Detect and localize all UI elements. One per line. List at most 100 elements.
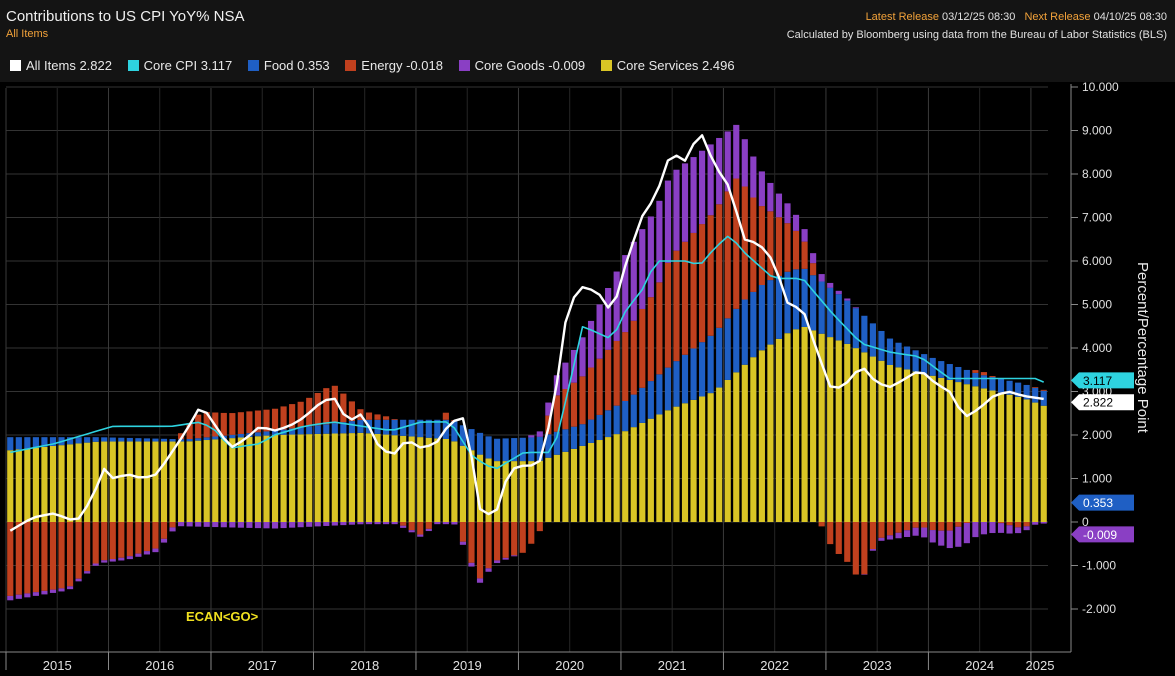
- bar-segment: [502, 522, 509, 558]
- series-line: [10, 235, 1045, 470]
- bar-segment: [331, 522, 338, 526]
- stacked-bars: [7, 124, 1047, 601]
- bar-segment: [178, 522, 185, 527]
- bar-segment: [323, 388, 330, 425]
- bar-segment: [271, 430, 279, 435]
- bar-segment: [656, 414, 663, 522]
- bar-segment: [741, 364, 748, 522]
- bar-segment: [972, 370, 979, 373]
- bar-segment: [827, 337, 834, 522]
- y-tick-label: 1.000: [1082, 472, 1112, 486]
- legend-item-core-goods[interactable]: Core Goods -0.009: [458, 58, 585, 73]
- bar-segment: [835, 340, 842, 522]
- legend-item-core-services[interactable]: Core Services 2.496: [600, 58, 735, 73]
- bar-segment: [118, 557, 125, 561]
- legend-item-food[interactable]: Food 0.353: [247, 58, 330, 73]
- bar-segment: [792, 269, 800, 330]
- bar-segment: [767, 344, 774, 522]
- series-lines: [9, 134, 1045, 532]
- y-tick-label: 10.000: [1082, 80, 1119, 94]
- bar-segment: [49, 446, 57, 522]
- bar-segment: [331, 385, 338, 424]
- bar-segment: [690, 157, 697, 233]
- bar-segment: [545, 402, 552, 416]
- bar-segment: [511, 438, 518, 462]
- bar-segment: [938, 522, 945, 531]
- bar-segment: [152, 441, 159, 522]
- bar-segment: [32, 437, 39, 448]
- bar-segment: [485, 458, 492, 522]
- bar-segment: [938, 530, 945, 546]
- x-tick-label: 2023: [863, 658, 892, 673]
- bar-segment: [869, 522, 876, 550]
- bar-segment: [886, 535, 894, 540]
- legend-item-energy[interactable]: Energy -0.018: [345, 58, 443, 73]
- bar-segment: [553, 431, 560, 455]
- bar-segment: [425, 437, 432, 522]
- bar-segment: [946, 364, 953, 380]
- bar-segment: [246, 411, 253, 434]
- bar-segment: [587, 419, 595, 443]
- bar-segment: [775, 217, 783, 276]
- bar-segment: [152, 438, 159, 442]
- bar-segment: [306, 522, 313, 527]
- bar-segment: [1023, 526, 1030, 531]
- bar-segment: [707, 335, 714, 394]
- bar-segment: [596, 440, 603, 522]
- bar-segment: [724, 379, 731, 522]
- legend-item-core-cpi[interactable]: Core CPI 3.117: [127, 58, 233, 73]
- bar-segment: [792, 329, 800, 522]
- bar-segment: [741, 186, 748, 300]
- bar-segment: [997, 523, 1005, 533]
- bar-segment: [374, 522, 381, 525]
- bar-segment: [485, 568, 492, 572]
- bar-segment: [647, 216, 654, 298]
- bar-segment: [494, 560, 501, 564]
- bar-segment: [511, 555, 518, 557]
- bar-segment: [280, 406, 287, 430]
- bar-segment: [476, 522, 484, 579]
- bar-segment: [195, 414, 202, 439]
- legend-label: Energy -0.018: [361, 58, 443, 73]
- bar-segment: [289, 434, 296, 522]
- bar-segment: [519, 522, 526, 553]
- bar-segment: [921, 522, 928, 528]
- bar-segment: [605, 349, 612, 411]
- next-release-value: 04/10/25 08:30: [1093, 11, 1167, 23]
- bar-segment: [690, 399, 697, 522]
- bar-segment: [929, 522, 936, 531]
- bar-segment: [340, 393, 347, 423]
- bar-segment: [681, 241, 689, 355]
- legend-label: Core CPI 3.117: [143, 58, 233, 73]
- bar-segment: [92, 441, 99, 522]
- bar-segment: [254, 432, 262, 437]
- bar-segment: [280, 522, 287, 529]
- bar-segment: [195, 438, 202, 441]
- legend-item-all-items[interactable]: All Items 2.822: [10, 58, 112, 73]
- bar-segment: [160, 522, 168, 539]
- bar-segment: [143, 522, 151, 552]
- bar-segment: [15, 594, 22, 599]
- bar-segment: [41, 446, 48, 522]
- bar-segment: [1023, 522, 1030, 527]
- bar-segment: [673, 250, 680, 362]
- bar-segment: [118, 437, 125, 442]
- bar-segment: [716, 204, 723, 328]
- bar-segment: [41, 590, 48, 595]
- bar-segment: [75, 437, 82, 444]
- bar-segment: [178, 441, 185, 522]
- bar-segment: [160, 441, 168, 522]
- legend-label: All Items 2.822: [26, 58, 112, 73]
- bar-segment: [425, 522, 432, 529]
- bar-segment: [869, 356, 876, 522]
- bar-segment: [511, 522, 518, 556]
- bar-segment: [314, 425, 321, 434]
- bar-segment: [195, 522, 202, 527]
- bar-segment: [391, 419, 398, 420]
- bar-segment: [545, 457, 552, 522]
- bar-segment: [169, 441, 176, 522]
- bar-segment: [118, 522, 125, 558]
- bar-segment: [1023, 384, 1030, 400]
- bar-segment: [195, 440, 202, 522]
- bar-segment: [656, 374, 663, 415]
